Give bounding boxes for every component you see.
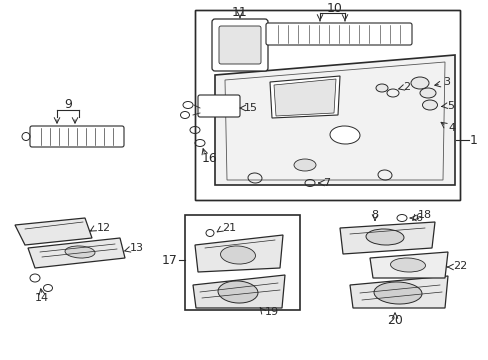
FancyBboxPatch shape — [212, 19, 267, 71]
Ellipse shape — [293, 159, 315, 171]
FancyBboxPatch shape — [219, 26, 261, 64]
Polygon shape — [195, 235, 283, 272]
Text: 13: 13 — [130, 243, 143, 253]
Ellipse shape — [365, 229, 403, 245]
Text: 15: 15 — [244, 103, 258, 113]
Ellipse shape — [375, 84, 387, 92]
Text: 19: 19 — [264, 307, 279, 317]
Text: 10: 10 — [326, 1, 342, 14]
FancyBboxPatch shape — [30, 126, 124, 147]
Text: 14: 14 — [35, 293, 49, 303]
Text: 9: 9 — [64, 99, 72, 112]
Polygon shape — [369, 252, 447, 278]
Ellipse shape — [390, 258, 425, 272]
Text: 21: 21 — [222, 223, 236, 233]
Polygon shape — [15, 218, 92, 245]
Ellipse shape — [419, 88, 435, 98]
Ellipse shape — [220, 246, 255, 264]
Bar — [195, 10, 459, 200]
Polygon shape — [28, 238, 125, 268]
FancyBboxPatch shape — [265, 23, 411, 45]
Ellipse shape — [422, 100, 437, 110]
Text: 22: 22 — [452, 261, 467, 271]
Polygon shape — [269, 76, 339, 118]
Text: 8: 8 — [371, 210, 378, 220]
Bar — [195, 10, 459, 200]
FancyBboxPatch shape — [198, 95, 240, 117]
Ellipse shape — [373, 282, 421, 304]
Text: 12: 12 — [97, 223, 111, 233]
Text: 11: 11 — [232, 5, 247, 18]
Text: 17: 17 — [162, 253, 178, 266]
Text: 18: 18 — [417, 210, 431, 220]
Text: 16: 16 — [202, 152, 218, 165]
Polygon shape — [339, 222, 434, 254]
Ellipse shape — [218, 281, 258, 303]
Text: 2: 2 — [402, 82, 409, 92]
Polygon shape — [273, 79, 335, 116]
Ellipse shape — [410, 77, 428, 89]
Ellipse shape — [329, 126, 359, 144]
Text: 7: 7 — [323, 178, 329, 188]
Polygon shape — [349, 276, 447, 308]
Bar — [184, 215, 299, 310]
Text: 3: 3 — [442, 77, 449, 87]
Polygon shape — [193, 275, 285, 308]
Text: 5: 5 — [446, 101, 453, 111]
Text: 6: 6 — [414, 213, 421, 223]
Text: 20: 20 — [386, 314, 402, 327]
Ellipse shape — [65, 246, 95, 258]
Polygon shape — [215, 55, 454, 185]
Text: 4: 4 — [447, 123, 454, 133]
Text: 1: 1 — [469, 134, 477, 147]
